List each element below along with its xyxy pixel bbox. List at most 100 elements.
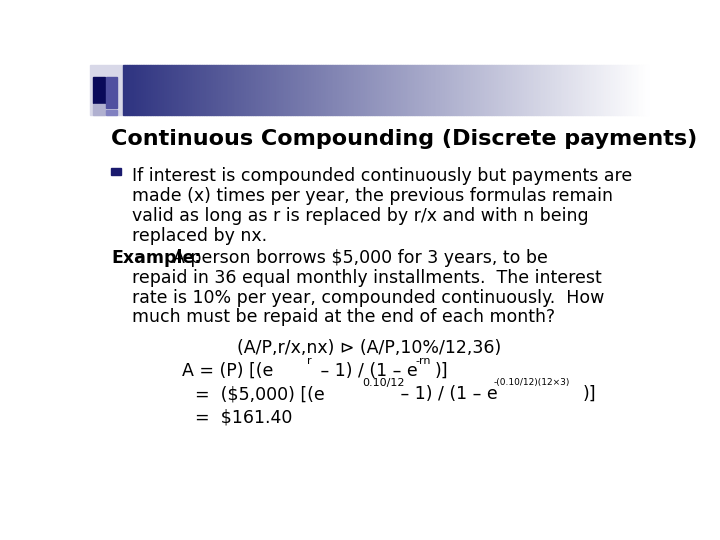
Bar bbox=[251, 65, 253, 114]
Bar bbox=[330, 65, 331, 114]
Bar bbox=[554, 65, 555, 114]
Bar bbox=[194, 65, 195, 114]
Bar bbox=[125, 65, 127, 114]
Bar bbox=[221, 65, 223, 114]
Bar bbox=[204, 65, 206, 114]
Bar bbox=[157, 65, 158, 114]
Bar bbox=[94, 77, 104, 103]
Bar bbox=[408, 65, 410, 114]
Bar bbox=[567, 65, 570, 114]
Bar bbox=[106, 77, 117, 109]
Bar bbox=[347, 65, 349, 114]
Bar bbox=[158, 65, 160, 114]
Bar bbox=[451, 65, 452, 114]
Bar bbox=[498, 65, 500, 114]
Text: valid as long as r is replaced by r/x and with n being: valid as long as r is replaced by r/x an… bbox=[132, 207, 588, 225]
Bar bbox=[209, 65, 211, 114]
Bar bbox=[412, 65, 414, 114]
Bar bbox=[505, 65, 506, 114]
Bar bbox=[512, 65, 513, 114]
Bar bbox=[297, 65, 298, 114]
Bar bbox=[414, 65, 415, 114]
Bar bbox=[171, 65, 172, 114]
Bar bbox=[402, 65, 403, 114]
Bar bbox=[246, 65, 248, 114]
Bar bbox=[441, 65, 444, 114]
Bar bbox=[195, 65, 197, 114]
Bar bbox=[176, 65, 178, 114]
Bar bbox=[618, 65, 620, 114]
Bar bbox=[524, 65, 526, 114]
Text: much must be repaid at the end of each month?: much must be repaid at the end of each m… bbox=[132, 308, 555, 327]
Bar bbox=[279, 65, 281, 114]
Bar bbox=[233, 65, 235, 114]
Bar bbox=[400, 65, 402, 114]
Bar bbox=[141, 65, 143, 114]
Bar bbox=[358, 65, 359, 114]
Bar bbox=[255, 65, 256, 114]
Bar bbox=[429, 65, 431, 114]
Bar bbox=[199, 65, 200, 114]
Bar bbox=[197, 65, 199, 114]
Bar bbox=[289, 65, 292, 114]
Bar bbox=[130, 65, 132, 114]
Bar bbox=[343, 65, 346, 114]
Text: -rn: -rn bbox=[416, 355, 431, 366]
Bar bbox=[452, 65, 454, 114]
Bar bbox=[496, 65, 498, 114]
Bar bbox=[337, 65, 338, 114]
Bar bbox=[606, 65, 608, 114]
Bar bbox=[561, 65, 562, 114]
Bar bbox=[620, 65, 622, 114]
Bar bbox=[478, 65, 480, 114]
Bar bbox=[473, 65, 475, 114]
Bar bbox=[111, 167, 121, 175]
Bar bbox=[510, 65, 512, 114]
Bar bbox=[513, 65, 515, 114]
Bar bbox=[501, 65, 503, 114]
Bar bbox=[466, 65, 468, 114]
Bar bbox=[632, 65, 634, 114]
Bar bbox=[480, 65, 482, 114]
Bar bbox=[331, 65, 333, 114]
Bar bbox=[594, 65, 595, 114]
Text: If interest is compounded continuously but payments are: If interest is compounded continuously b… bbox=[132, 167, 632, 185]
Bar bbox=[531, 65, 533, 114]
Bar bbox=[604, 65, 606, 114]
Bar bbox=[405, 65, 407, 114]
Bar bbox=[503, 65, 505, 114]
Bar bbox=[235, 65, 237, 114]
Bar bbox=[174, 65, 176, 114]
Bar bbox=[536, 65, 538, 114]
Bar bbox=[515, 65, 517, 114]
Bar bbox=[562, 65, 564, 114]
Bar bbox=[613, 65, 615, 114]
Bar bbox=[398, 65, 400, 114]
Bar bbox=[622, 65, 624, 114]
Bar bbox=[587, 65, 588, 114]
Bar bbox=[150, 65, 151, 114]
Bar bbox=[395, 65, 396, 114]
Bar bbox=[494, 65, 496, 114]
Bar bbox=[318, 65, 319, 114]
Bar bbox=[284, 65, 286, 114]
Bar bbox=[310, 65, 312, 114]
Bar bbox=[603, 65, 604, 114]
Bar bbox=[274, 65, 276, 114]
Bar bbox=[557, 65, 559, 114]
Bar bbox=[181, 65, 183, 114]
Bar bbox=[270, 65, 272, 114]
Bar bbox=[533, 65, 534, 114]
Bar bbox=[225, 65, 227, 114]
Bar bbox=[585, 65, 587, 114]
Text: Example:: Example: bbox=[111, 248, 202, 267]
Bar bbox=[639, 65, 641, 114]
Bar bbox=[282, 65, 284, 114]
Bar bbox=[356, 65, 358, 114]
Bar bbox=[472, 65, 473, 114]
Bar bbox=[403, 65, 405, 114]
Bar bbox=[461, 65, 463, 114]
Bar bbox=[436, 65, 438, 114]
Bar bbox=[328, 65, 330, 114]
Bar bbox=[325, 65, 326, 114]
